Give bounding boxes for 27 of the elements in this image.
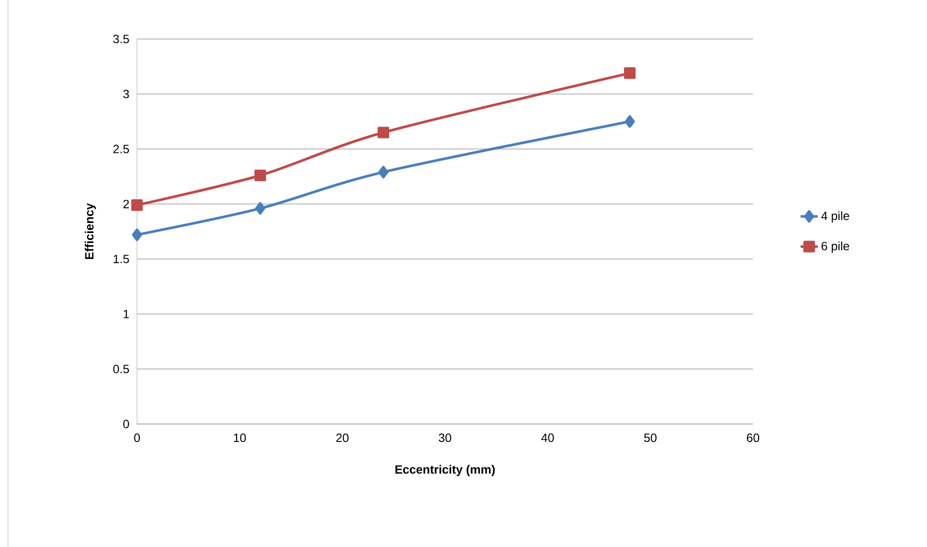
x-tick-label: 60	[746, 434, 760, 442]
point	[132, 228, 142, 242]
x-tick-label: 50	[644, 434, 657, 442]
legend-label: 6 pile	[822, 242, 850, 253]
y-axis-title: Efficiency	[84, 203, 96, 260]
legend-label: 4 pile	[821, 211, 850, 222]
y-tick-label: 1.5	[114, 254, 129, 264]
y-tick-label: 0	[123, 420, 130, 428]
y-tick-label: 3	[123, 90, 129, 98]
x-tick-label: 20	[336, 434, 349, 442]
y-tick-label: 2.5	[113, 144, 129, 154]
y-tick-label: 2	[123, 200, 129, 208]
x-tick-label: 10	[234, 434, 246, 442]
point	[624, 115, 635, 128]
point	[624, 67, 636, 79]
point	[378, 126, 390, 138]
point	[131, 199, 143, 211]
point	[254, 170, 266, 182]
y-tick-label: 1	[124, 310, 129, 318]
x-tick-label: 40	[541, 434, 554, 442]
x-axis-title: Eccentricity (mm)	[395, 464, 495, 476]
y-tick-label: 3.5	[113, 34, 129, 44]
y-tick-label: 0.5	[113, 364, 129, 374]
point	[255, 202, 266, 215]
x-tick-label: 0	[134, 434, 140, 442]
x-tick-label: 30	[438, 434, 452, 442]
point	[378, 166, 388, 178]
